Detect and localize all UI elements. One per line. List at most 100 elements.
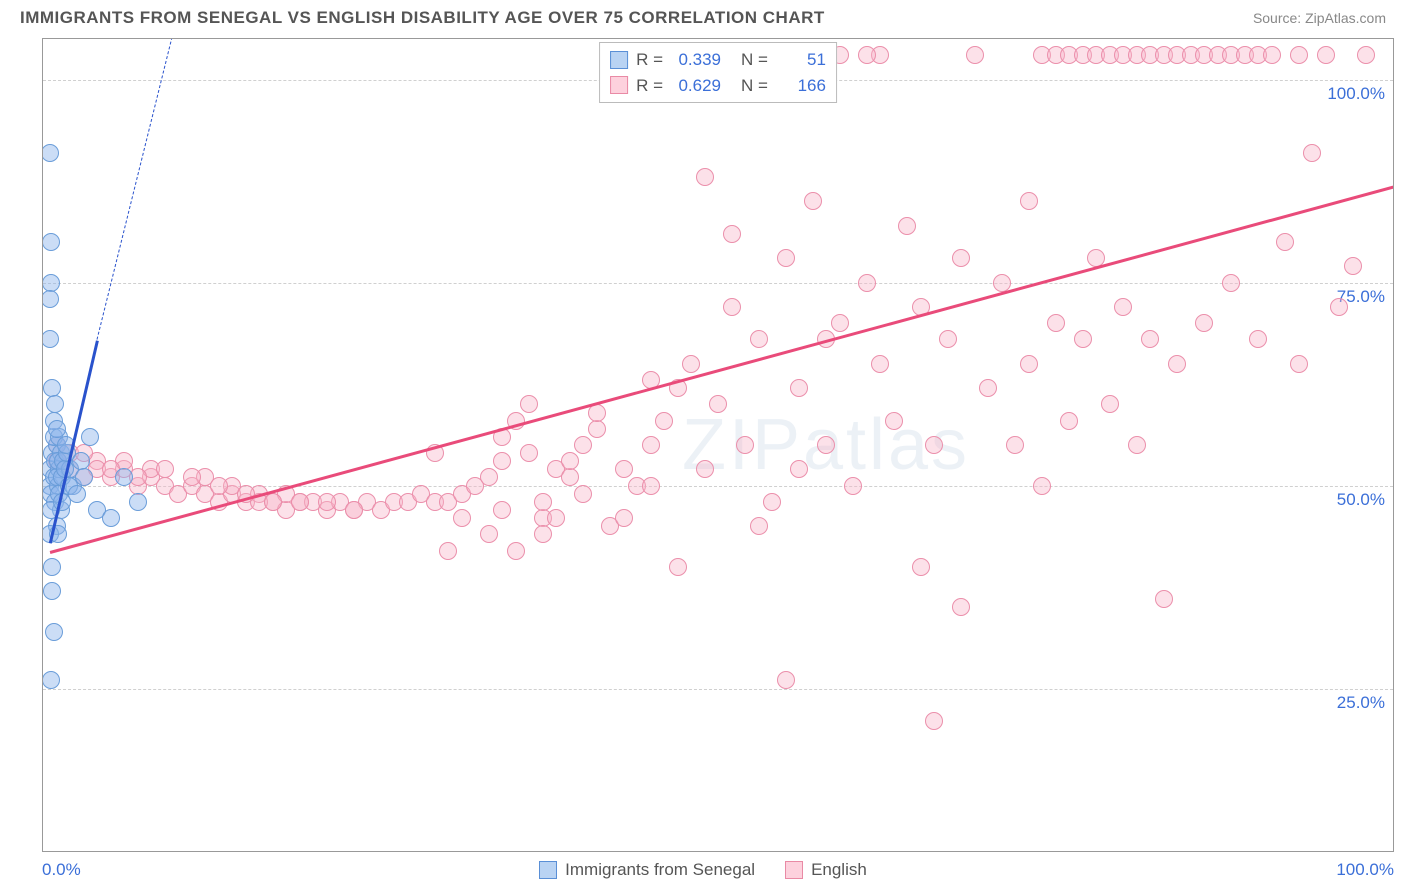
- point-senegal: [43, 233, 60, 251]
- point-english: [1128, 436, 1146, 454]
- point-english: [534, 525, 552, 543]
- stats-legend-box: R = 0.339 N = 51 R = 0.629 N = 166: [599, 42, 837, 103]
- point-english: [1290, 355, 1308, 373]
- r-label: R =: [636, 47, 663, 73]
- point-english: [723, 298, 741, 316]
- y-tick-label: 100.0%: [1327, 84, 1385, 104]
- point-senegal: [115, 468, 133, 486]
- point-english: [493, 501, 511, 519]
- point-english: [480, 525, 498, 543]
- point-english: [1276, 233, 1294, 251]
- point-english: [979, 379, 997, 397]
- point-english: [1033, 477, 1051, 495]
- chart-title: IMMIGRANTS FROM SENEGAL VS ENGLISH DISAB…: [20, 8, 825, 28]
- point-english: [682, 355, 700, 373]
- point-english: [952, 598, 970, 616]
- point-english: [1303, 144, 1321, 162]
- point-english: [817, 436, 835, 454]
- point-english: [1344, 257, 1362, 275]
- r-label: R =: [636, 73, 663, 99]
- point-english: [844, 477, 862, 495]
- point-english: [183, 468, 201, 486]
- point-english: [871, 355, 889, 373]
- plot-area: ZIPatlas 25.0%50.0%75.0%100.0%: [43, 39, 1393, 851]
- point-english: [898, 217, 916, 235]
- point-english: [642, 477, 660, 495]
- point-english: [1141, 330, 1159, 348]
- point-english: [291, 493, 309, 511]
- point-english: [1101, 395, 1119, 413]
- swatch-series2: [610, 76, 628, 94]
- point-english: [210, 477, 228, 495]
- point-english: [264, 493, 282, 511]
- point-english: [790, 460, 808, 478]
- n-label: N =: [741, 73, 768, 99]
- point-senegal: [43, 379, 61, 397]
- point-english: [669, 558, 687, 576]
- swatch-series1: [539, 861, 557, 879]
- point-english: [655, 412, 673, 430]
- point-senegal: [43, 144, 59, 162]
- gridline: [43, 689, 1393, 690]
- stats-row-1: R = 0.339 N = 51: [610, 47, 826, 73]
- point-senegal: [43, 558, 61, 576]
- legend-label-2: English: [811, 860, 867, 880]
- point-senegal: [43, 290, 59, 308]
- point-english: [736, 436, 754, 454]
- point-senegal: [75, 468, 93, 486]
- point-english: [547, 509, 565, 527]
- y-tick-label: 50.0%: [1337, 490, 1385, 510]
- point-senegal: [43, 274, 60, 292]
- point-english: [1290, 46, 1308, 64]
- point-english: [1074, 330, 1092, 348]
- point-english: [493, 452, 511, 470]
- point-english: [925, 436, 943, 454]
- point-english: [696, 460, 714, 478]
- point-english: [453, 509, 471, 527]
- point-english: [1114, 298, 1132, 316]
- source-label: Source: ZipAtlas.com: [1253, 10, 1386, 26]
- point-english: [1195, 314, 1213, 332]
- n-value-2: 166: [776, 73, 826, 99]
- point-english: [831, 314, 849, 332]
- point-english: [520, 444, 538, 462]
- point-english: [939, 330, 957, 348]
- point-english: [723, 225, 741, 243]
- point-senegal: [81, 428, 99, 446]
- point-senegal: [102, 509, 120, 527]
- point-english: [952, 249, 970, 267]
- point-english: [615, 460, 633, 478]
- y-tick-label: 25.0%: [1337, 693, 1385, 713]
- point-english: [777, 249, 795, 267]
- point-english: [642, 436, 660, 454]
- point-english: [912, 558, 930, 576]
- point-english: [561, 468, 579, 486]
- point-english: [1330, 298, 1348, 316]
- point-english: [1047, 314, 1065, 332]
- point-english: [750, 517, 768, 535]
- point-senegal: [129, 493, 147, 511]
- point-english: [318, 493, 336, 511]
- r-value-1: 0.339: [671, 47, 721, 73]
- gridline: [43, 283, 1393, 284]
- point-english: [777, 671, 795, 689]
- point-english: [480, 468, 498, 486]
- point-english: [534, 493, 552, 511]
- point-senegal: [72, 452, 90, 470]
- point-english: [993, 274, 1011, 292]
- legend-item-1: Immigrants from Senegal: [539, 860, 755, 880]
- trendline-english: [49, 185, 1393, 553]
- point-senegal: [48, 420, 66, 438]
- point-english: [156, 460, 174, 478]
- point-senegal: [43, 671, 60, 689]
- swatch-series2: [785, 861, 803, 879]
- point-english: [588, 420, 606, 438]
- point-english: [1222, 274, 1240, 292]
- point-english: [439, 542, 457, 560]
- point-english: [858, 46, 876, 64]
- point-english: [858, 274, 876, 292]
- point-english: [696, 168, 714, 186]
- chart-area: ZIPatlas 25.0%50.0%75.0%100.0% R = 0.339…: [42, 38, 1394, 852]
- point-english: [1168, 355, 1186, 373]
- point-english: [750, 330, 768, 348]
